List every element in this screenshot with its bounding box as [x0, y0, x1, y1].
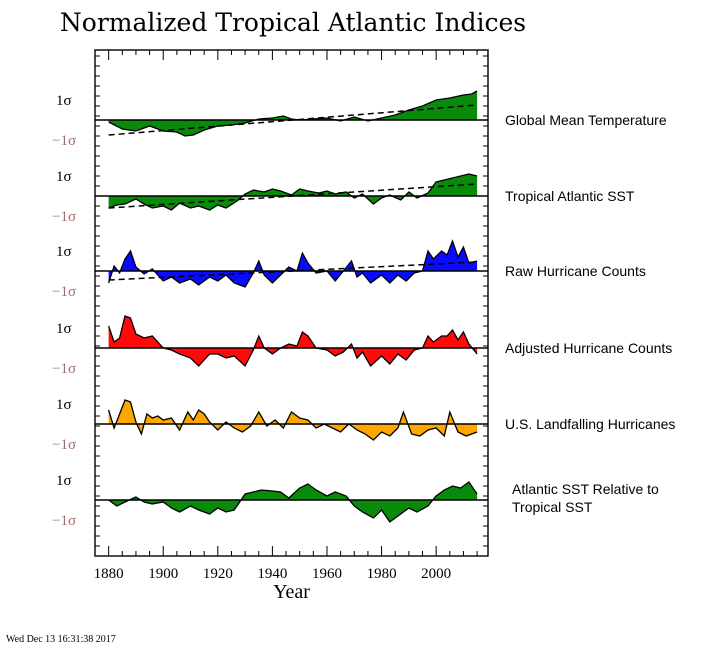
series-area	[108, 400, 478, 440]
y-tick-label-neg: −1σ	[52, 361, 76, 377]
series-label: Tropical SST	[512, 499, 593, 515]
x-tick-label: 1980	[367, 566, 397, 582]
series-label: Raw Hurricane Counts	[505, 263, 646, 279]
series-line	[107, 239, 478, 288]
series-area	[108, 174, 478, 210]
series-0	[95, 90, 488, 137]
x-tick-label: 1880	[94, 566, 124, 582]
series-line	[108, 90, 478, 137]
y-tick-label-neg: −1σ	[52, 437, 76, 453]
series-label: Global Mean Temperature	[505, 112, 667, 128]
y-tick-label-pos: 1σ	[56, 169, 72, 185]
y-tick-label-pos: 1σ	[56, 244, 72, 260]
series-line	[108, 481, 478, 523]
y-tick-label-neg: −1σ	[52, 133, 76, 149]
series-line	[107, 315, 478, 368]
series-area	[108, 91, 478, 136]
x-tick-label: 2000	[421, 566, 451, 582]
y-tick-label-pos: 1σ	[56, 321, 72, 337]
x-tick-label: 1900	[148, 566, 178, 582]
series-5	[95, 481, 488, 523]
x-tick-label: 1940	[257, 566, 287, 582]
series-4	[95, 399, 488, 441]
y-tick-label-pos: 1σ	[56, 473, 72, 489]
chart-title: Normalized Tropical Atlantic Indices	[59, 8, 527, 37]
series-label: Atlantic SST Relative to	[512, 481, 659, 497]
series-1	[95, 173, 488, 211]
y-tick-label-neg: −1σ	[52, 209, 76, 225]
series-label: U.S. Landfalling Hurricanes	[505, 416, 675, 432]
trend-line	[108, 261, 478, 281]
trend-line	[108, 183, 478, 209]
series-line	[108, 173, 478, 211]
series-line	[107, 399, 478, 441]
series-2	[95, 239, 488, 288]
y-tick-label-pos: 1σ	[56, 93, 72, 109]
plot-frame	[94, 49, 489, 557]
y-tick-label-neg: −1σ	[52, 513, 76, 529]
series-label: Adjusted Hurricane Counts	[505, 340, 672, 356]
series-area	[108, 316, 478, 366]
timestamp: Wed Dec 13 16:31:38 2017	[6, 634, 116, 645]
trend-line	[108, 104, 478, 136]
series-label: Tropical Atlantic SST	[505, 188, 635, 204]
x-tick-label: 1960	[312, 566, 342, 582]
x-axis-label: Year	[273, 581, 310, 603]
y-tick-label-neg: −1σ	[52, 284, 76, 300]
series-3	[95, 315, 488, 368]
series-area	[108, 482, 478, 522]
y-tick-label-pos: 1σ	[56, 397, 72, 413]
x-tick-label: 1920	[203, 566, 233, 582]
